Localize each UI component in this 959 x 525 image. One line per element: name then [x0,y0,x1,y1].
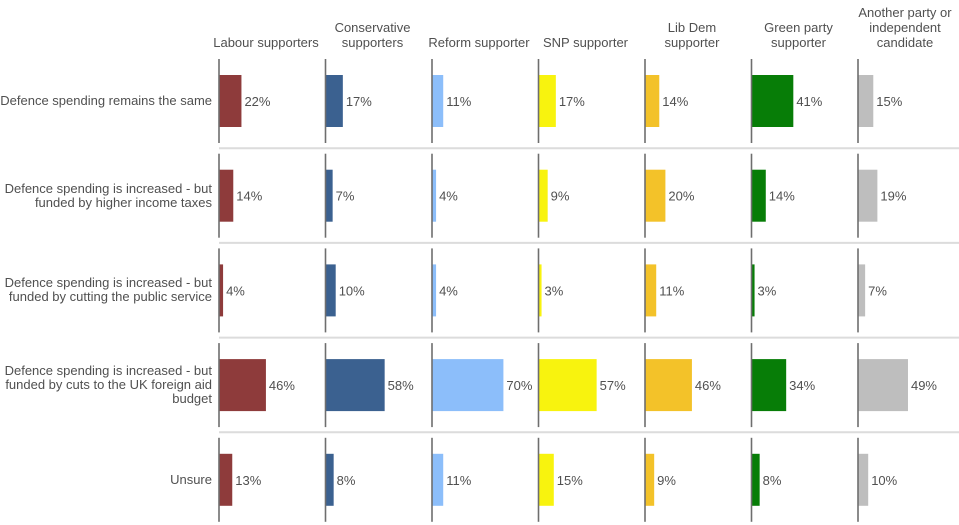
data-label: 7% [868,283,887,298]
row-label: Defence spending is increased - but fund… [4,275,212,305]
data-label: 14% [769,189,795,204]
data-label: 3% [545,283,564,298]
bar [645,75,660,127]
data-label: 8% [337,473,356,488]
row-label: Unsure [170,471,212,487]
data-label: 70% [506,378,532,393]
data-label: 7% [336,189,355,204]
data-label: 15% [876,94,902,109]
bar [751,75,794,127]
bar [325,264,336,317]
bar [751,169,766,222]
data-label: 15% [557,473,583,488]
data-label: 3% [758,283,777,298]
bar [645,359,692,412]
row-label: Defence spending is increased - but fund… [4,180,212,210]
data-label: 49% [911,378,937,393]
bar [645,453,655,506]
bar [432,169,437,222]
bar [858,359,908,412]
column-header: SNP supporter [542,35,629,50]
data-label: 20% [668,189,694,204]
bar [432,75,444,127]
data-label: 9% [657,473,676,488]
bar [219,75,242,127]
bar [432,359,504,412]
bar [325,453,334,506]
bar [325,75,343,127]
data-label: 41% [796,94,822,109]
data-label: 14% [236,189,262,204]
bar [645,169,666,222]
bar [751,264,755,317]
data-label: 57% [600,378,626,393]
bar [751,359,787,412]
bar [858,169,878,222]
column-header: Lib Dem supporter [664,20,720,50]
bar [325,359,385,412]
bar [219,169,234,222]
bar [538,169,548,222]
data-label: 46% [269,378,295,393]
data-label: 11% [659,283,684,298]
data-label: 22% [244,94,270,109]
data-label: 11% [446,94,471,109]
bar [538,75,556,127]
data-label: 58% [388,378,414,393]
data-label: 46% [695,378,721,393]
bar [858,75,874,127]
data-label: 19% [880,189,906,204]
bar [432,264,437,317]
bar [858,264,866,317]
data-label: 9% [551,189,570,204]
data-label: 13% [235,473,261,488]
bar [538,264,542,317]
data-label: 17% [346,94,372,109]
column-header: Green party supporter [764,20,833,50]
row-label: Defence spending remains the same [0,93,212,108]
data-label: 10% [339,283,365,298]
data-label: 10% [871,473,897,488]
data-label: 34% [789,378,815,393]
data-label: 4% [226,283,245,298]
data-label: 4% [439,189,458,204]
data-label: 8% [763,473,782,488]
column-header: Conservative supporters [334,20,411,50]
bar [219,359,266,412]
column-header: Reform supporter [428,35,530,50]
column-header: Labour supporters [213,35,319,50]
data-label: 14% [662,94,688,109]
column-header: Another party or independent candidate [858,5,952,50]
data-label: 17% [559,94,585,109]
bar [432,453,444,506]
bar [858,453,869,506]
data-label: 11% [446,473,471,488]
data-label: 4% [439,283,458,298]
bar [219,264,224,317]
bar [538,359,597,412]
bar [645,264,657,317]
bar [219,453,233,506]
bar [751,453,760,506]
bar [538,453,554,506]
bar [325,169,333,222]
row-label: Defence spending is increased - but fund… [4,363,212,407]
